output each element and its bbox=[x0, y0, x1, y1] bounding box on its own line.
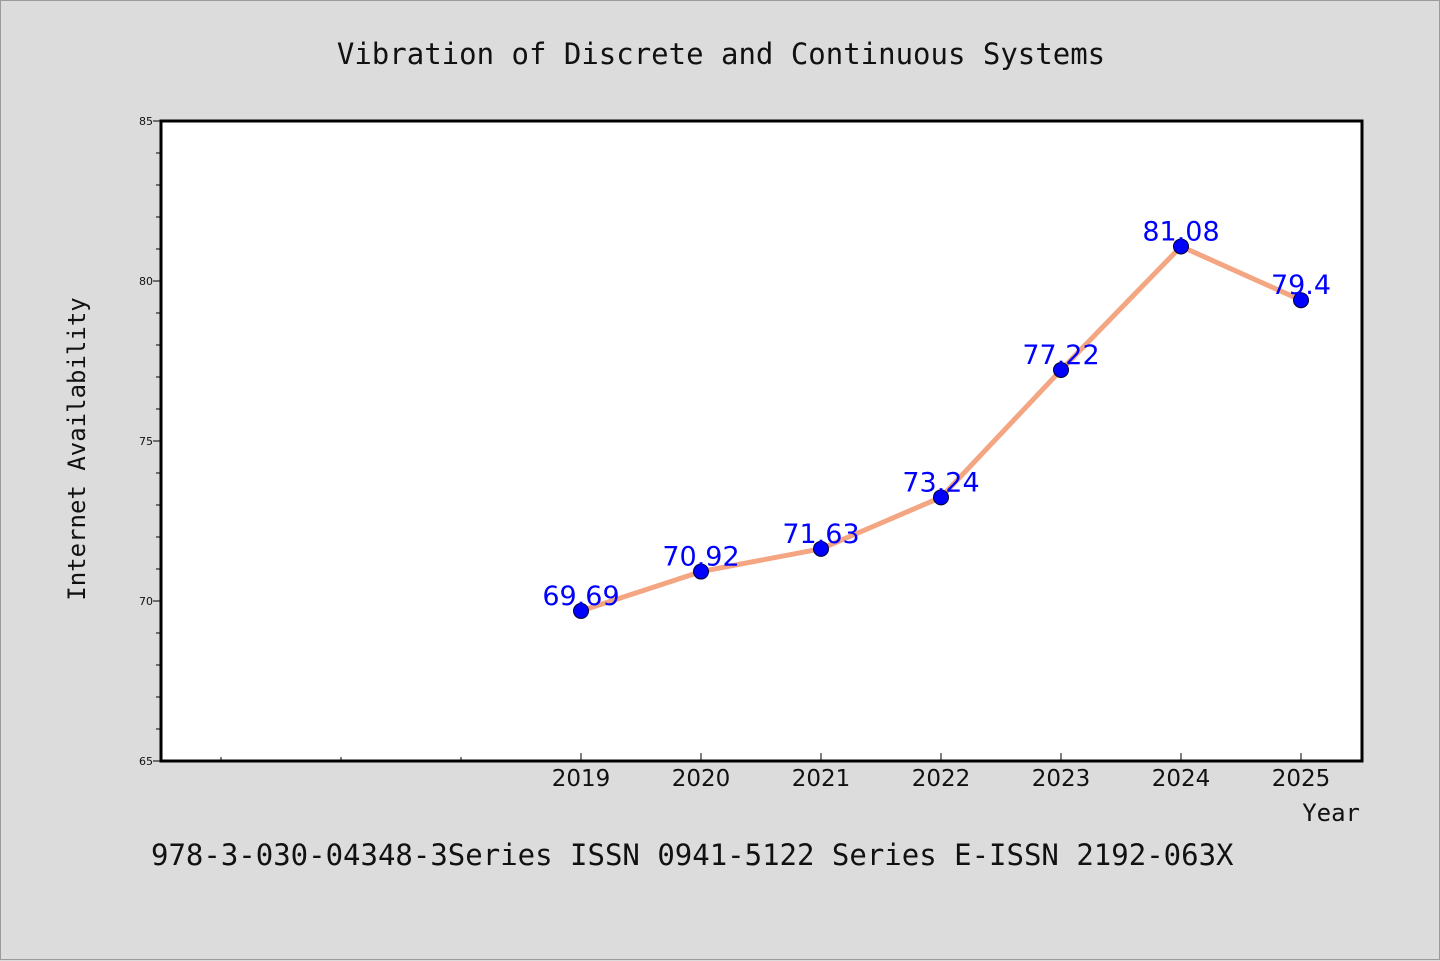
x-tick-label: 2019 bbox=[552, 766, 611, 792]
data-label: 71.63 bbox=[782, 519, 859, 550]
x-tick-label: 2021 bbox=[792, 766, 851, 792]
y-tick-label: 85 bbox=[139, 115, 153, 128]
data-label: 70.92 bbox=[662, 542, 739, 573]
x-tick-label: 2024 bbox=[1152, 766, 1211, 792]
data-point bbox=[1293, 292, 1309, 309]
data-label: 77.22 bbox=[1022, 340, 1099, 371]
y-tick-label: 75 bbox=[139, 435, 153, 448]
y-tick-label: 80 bbox=[139, 275, 153, 288]
data-label: 81.08 bbox=[1142, 216, 1219, 247]
data-point bbox=[813, 540, 829, 557]
y-tick-label: 65 bbox=[139, 755, 153, 768]
series-line-group bbox=[573, 238, 1309, 619]
chart-title: Vibration of Discrete and Continuous Sys… bbox=[337, 37, 1105, 71]
x-axis-ticks: 2019 2020 2021 2022 2023 2024 2025 bbox=[220, 753, 1331, 792]
plot-area bbox=[159, 119, 1364, 763]
data-label: 79.4 bbox=[1271, 270, 1331, 301]
data-point bbox=[1173, 238, 1189, 255]
data-labels-group: 69.69 70.92 71.63 73.24 77.22 81.08 79.4 bbox=[542, 216, 1331, 611]
y-tick-label: 70 bbox=[139, 595, 153, 608]
data-point bbox=[693, 563, 709, 580]
x-axis-label: Year bbox=[1302, 799, 1360, 827]
data-label: 69.69 bbox=[542, 581, 619, 612]
x-tick-label: 2020 bbox=[672, 766, 731, 792]
data-point bbox=[1053, 361, 1069, 378]
data-label: 73.24 bbox=[902, 467, 979, 498]
x-tick-label: 2022 bbox=[912, 766, 971, 792]
footer-isbn: 978-3-030-04348-3Series ISSN 0941-5122 S… bbox=[151, 838, 1234, 872]
data-point bbox=[933, 489, 949, 506]
data-point bbox=[573, 602, 589, 619]
x-tick-label: 2023 bbox=[1032, 766, 1091, 792]
y-axis-label: Internet Availability bbox=[63, 297, 91, 600]
x-tick-label: 2025 bbox=[1272, 766, 1331, 792]
y-axis-ticks: 65 70 75 80 85 bbox=[139, 115, 161, 768]
